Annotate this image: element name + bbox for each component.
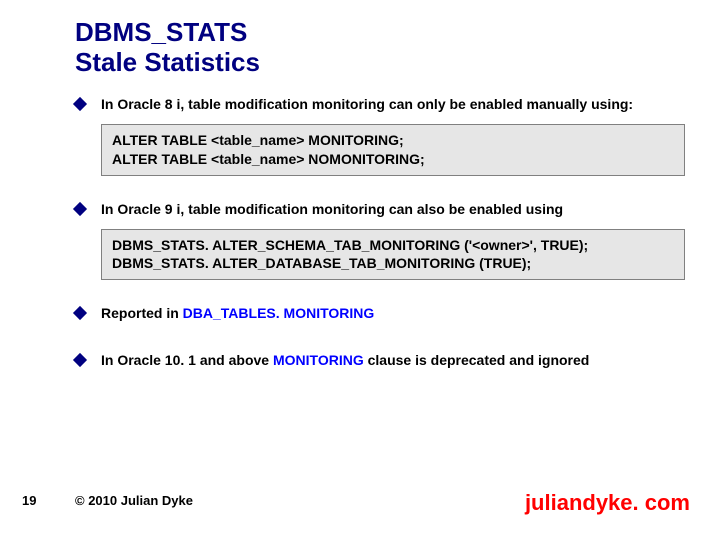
- site-url: juliandyke. com: [525, 490, 690, 516]
- code-block: ALTER TABLE <table_name> MONITORING; ALT…: [101, 124, 685, 176]
- code-line: DBMS_STATS. ALTER_SCHEMA_TAB_MONITORING …: [112, 237, 588, 253]
- copyright: © 2010 Julian Dyke: [75, 493, 193, 508]
- slide-title: DBMS_STATS Stale Statistics: [75, 18, 260, 78]
- code-line: ALTER TABLE <table_name> MONITORING;: [112, 132, 404, 148]
- code-block: DBMS_STATS. ALTER_SCHEMA_TAB_MONITORING …: [101, 229, 685, 281]
- code-line: ALTER TABLE <table_name> NOMONITORING;: [112, 151, 425, 167]
- title-line1: DBMS_STATS: [75, 17, 247, 47]
- text-run: Reported in: [101, 305, 183, 321]
- page-number: 19: [22, 493, 36, 508]
- bullet-text: In Oracle 8 i, table modification monito…: [101, 95, 633, 114]
- slide-content: In Oracle 8 i, table modification monito…: [75, 95, 685, 380]
- bullet-text: In Oracle 9 i, table modification monito…: [101, 200, 563, 219]
- keyword: DBA_TABLES. MONITORING: [183, 305, 375, 321]
- bullet-text: Reported in DBA_TABLES. MONITORING: [101, 304, 374, 323]
- bullet-item: In Oracle 9 i, table modification monito…: [75, 200, 685, 219]
- diamond-bullet-icon: [73, 353, 87, 367]
- text-run: In Oracle 10. 1 and above: [101, 352, 273, 368]
- bullet-item: In Oracle 8 i, table modification monito…: [75, 95, 685, 114]
- bullet-item: Reported in DBA_TABLES. MONITORING: [75, 304, 685, 323]
- diamond-bullet-icon: [73, 97, 87, 111]
- keyword: MONITORING: [273, 352, 364, 368]
- diamond-bullet-icon: [73, 202, 87, 216]
- diamond-bullet-icon: [73, 306, 87, 320]
- code-line: DBMS_STATS. ALTER_DATABASE_TAB_MONITORIN…: [112, 255, 531, 271]
- bullet-text: In Oracle 10. 1 and above MONITORING cla…: [101, 351, 589, 370]
- title-line2: Stale Statistics: [75, 47, 260, 77]
- text-run: clause is deprecated and ignored: [364, 352, 590, 368]
- bullet-item: In Oracle 10. 1 and above MONITORING cla…: [75, 351, 685, 370]
